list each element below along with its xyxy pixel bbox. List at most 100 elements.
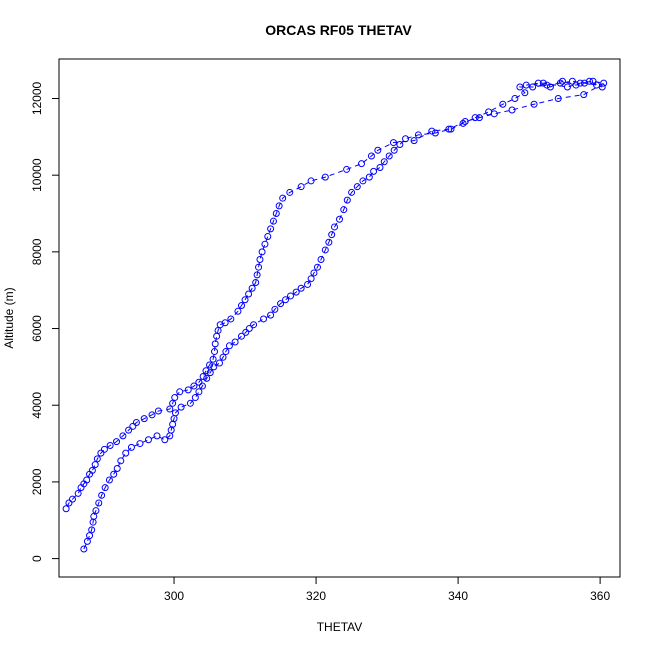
- data-point: [402, 135, 410, 143]
- data-point: [195, 388, 203, 396]
- data-point: [340, 206, 348, 214]
- data-point: [331, 223, 339, 231]
- data-point: [539, 79, 547, 87]
- data-point: [374, 146, 382, 154]
- chart-title: ORCAS RF05 THETAV: [265, 22, 412, 38]
- data-point: [90, 512, 98, 520]
- data-point: [238, 332, 246, 340]
- data-point: [255, 263, 263, 271]
- data-point: [86, 470, 94, 478]
- y-tick-label: 2000: [30, 468, 44, 495]
- data-point: [261, 240, 269, 248]
- data-point: [222, 348, 230, 356]
- data-point: [328, 231, 336, 239]
- data-point: [80, 545, 88, 553]
- data-point: [310, 269, 318, 277]
- x-tick-label: 320: [306, 589, 326, 603]
- data-point: [367, 152, 375, 160]
- data-point: [534, 79, 542, 87]
- y-tick-label: 10000: [30, 158, 44, 192]
- data-point: [530, 100, 538, 108]
- data-point: [129, 422, 137, 430]
- data-point: [431, 129, 439, 137]
- data-point: [554, 94, 562, 102]
- plot-area-border: [58, 58, 621, 578]
- data-point: [148, 411, 156, 419]
- data-point: [286, 188, 294, 196]
- data-point: [445, 125, 453, 133]
- data-point: [556, 79, 564, 87]
- data-point: [522, 81, 530, 89]
- data-point: [336, 215, 343, 223]
- data-point: [447, 125, 455, 133]
- data-point: [215, 359, 223, 367]
- y-tick-label: 6000: [30, 315, 44, 342]
- data-point: [68, 495, 76, 503]
- data-point: [98, 491, 106, 499]
- data-point: [485, 108, 493, 116]
- data-point: [396, 141, 404, 149]
- data-point: [74, 489, 82, 497]
- x-axis-label: THETAV: [317, 620, 363, 634]
- data-point: [154, 407, 162, 415]
- data-point: [171, 394, 179, 402]
- data-point: [83, 537, 91, 545]
- data-point: [475, 114, 483, 122]
- data-point: [186, 399, 194, 407]
- data-point: [166, 405, 174, 413]
- data-point: [297, 183, 305, 191]
- data-point: [568, 77, 576, 85]
- data-point: [297, 284, 305, 292]
- data-point: [62, 505, 70, 513]
- data-point: [101, 484, 109, 492]
- data-point: [572, 81, 580, 89]
- data-point: [211, 340, 219, 348]
- data-point: [343, 196, 351, 204]
- data-point: [428, 127, 436, 135]
- y-axis: 0 2000 4000 6000 8000 10000 12000: [30, 81, 60, 562]
- data-point: [260, 315, 268, 323]
- data-point: [219, 353, 227, 361]
- data-point: [307, 275, 315, 283]
- data-point: [279, 194, 287, 202]
- data-point: [65, 499, 73, 507]
- data-point: [348, 188, 356, 196]
- data-point: [269, 217, 277, 225]
- y-tick-label: 8000: [30, 238, 44, 265]
- data-point: [563, 83, 571, 91]
- data-point: [385, 152, 393, 160]
- data-point: [177, 403, 185, 411]
- data-point: [206, 361, 214, 369]
- data-point: [490, 110, 498, 118]
- data-point: [203, 374, 211, 382]
- data-point: [275, 202, 283, 210]
- data-point: [122, 449, 130, 457]
- data-point: [250, 321, 258, 329]
- data-point: [241, 296, 249, 304]
- data-point: [343, 165, 351, 173]
- data-point: [304, 280, 312, 288]
- data-point: [169, 399, 177, 407]
- data-point: [499, 100, 507, 108]
- data-point: [307, 177, 315, 185]
- data-point: [511, 94, 519, 102]
- data-point: [376, 164, 384, 172]
- series-connecting-line: [65, 80, 606, 550]
- data-point: [136, 440, 144, 448]
- data-point: [91, 461, 99, 469]
- data-point: [253, 271, 261, 279]
- data-point: [529, 83, 537, 91]
- data-point: [209, 355, 217, 363]
- x-axis: 300 320 340 360: [164, 576, 610, 603]
- data-point: [585, 77, 593, 85]
- data-point: [100, 445, 108, 453]
- data-point: [106, 441, 114, 449]
- data-point: [238, 302, 246, 310]
- data-point: [171, 409, 179, 417]
- data-point: [97, 449, 105, 457]
- y-axis-label: Altitude (m): [2, 287, 16, 348]
- data-point: [598, 83, 606, 91]
- x-tick-label: 360: [590, 589, 610, 603]
- data-point: [414, 131, 422, 139]
